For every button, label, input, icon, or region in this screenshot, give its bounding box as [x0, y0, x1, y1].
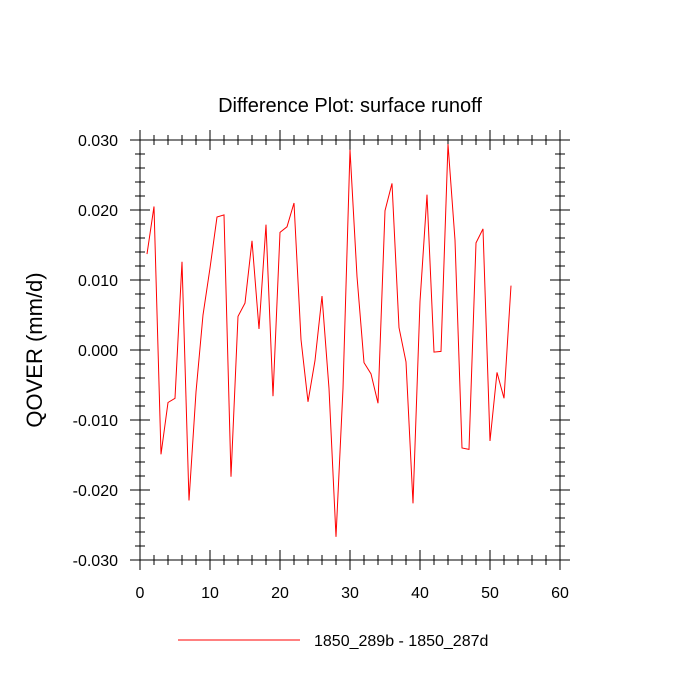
x-tick-label: 0	[136, 585, 145, 602]
x-tick-label: 50	[481, 585, 499, 602]
series-line-1850_289b-1850_287d	[146, 144, 512, 537]
plot-frame	[139, 139, 561, 561]
x-tick-label: 40	[411, 585, 429, 602]
legend-label: 1850_289b - 1850_287d	[314, 633, 488, 650]
chart-title: Difference Plot: surface runoff	[218, 95, 482, 117]
y-tick-label: 0.020	[78, 203, 118, 220]
y-tick-label: -0.020	[73, 483, 118, 500]
y-axis-label: QOVER (mm/d)	[22, 272, 47, 427]
y-tick-label: -0.030	[73, 553, 118, 570]
y-tick-label: -0.010	[73, 413, 118, 430]
x-tick-label: 10	[201, 585, 219, 602]
axis-ticks	[130, 130, 570, 570]
y-tick-label: 0.000	[78, 343, 118, 360]
y-tick-label: 0.030	[78, 133, 118, 150]
y-tick-label: 0.010	[78, 273, 118, 290]
x-tick-label: 20	[271, 585, 289, 602]
x-tick-label: 60	[551, 585, 569, 602]
x-tick-label: 30	[341, 585, 359, 602]
axis-tick-labels: 0 10 20 30 40 50 60 -0.030 -0.020 -0.010 0.000 0.01…	[73, 133, 569, 602]
